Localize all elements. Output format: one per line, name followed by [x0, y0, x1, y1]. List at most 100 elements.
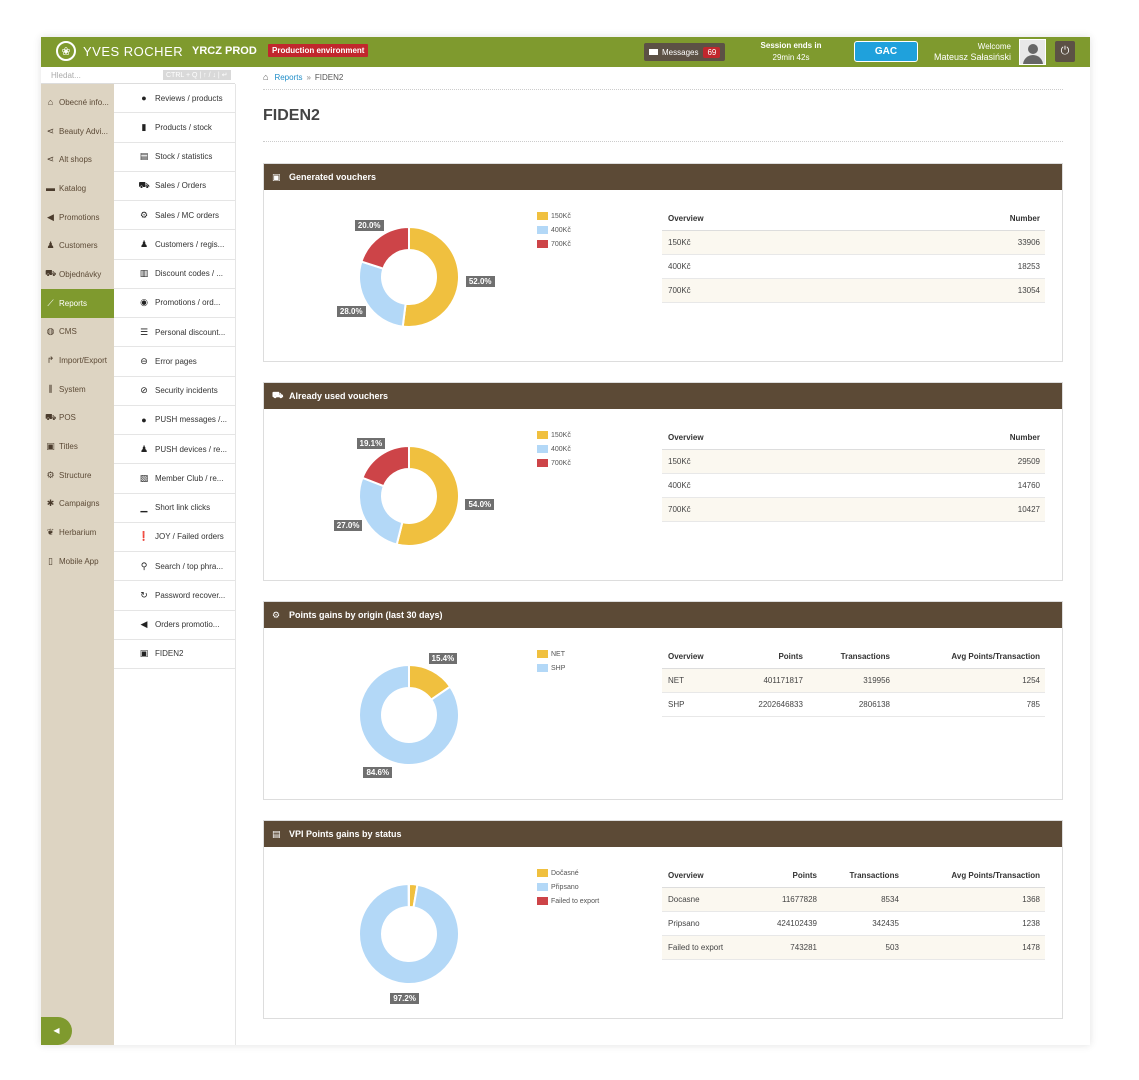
table-cell: 1368: [903, 887, 1045, 912]
submenu-item-push-devices-re[interactable]: ♟ PUSH devices / re...: [114, 435, 235, 465]
avatar[interactable]: [1019, 39, 1046, 65]
collapse-sidebar-button[interactable]: ◀: [41, 1017, 72, 1045]
home-icon[interactable]: ⌂: [263, 72, 269, 82]
exclamation-circle-icon: ❗: [138, 531, 150, 542]
list-icon: ☰: [139, 326, 149, 337]
legend-item[interactable]: NET: [537, 647, 565, 661]
sidebar-item-reports[interactable]: ⟋ Reports: [41, 288, 114, 318]
legend-item[interactable]: Připsano: [537, 880, 599, 894]
legend-item[interactable]: 150Kč: [537, 209, 571, 223]
submenu-item-reviews-products[interactable]: ● Reviews / products: [114, 84, 235, 114]
submenu-item-orders-promotio[interactable]: ◀ Orders promotio...: [114, 611, 235, 640]
submenu-item-stock-statistics[interactable]: ▤ Stock / statistics: [114, 143, 235, 172]
sidebar-item-obecn-info[interactable]: ⌂ Obecné info...: [41, 88, 114, 117]
slice-label: 97.2%: [389, 991, 420, 1005]
legend-item[interactable]: 150Kč: [537, 428, 571, 442]
column-header[interactable]: Overview: [662, 865, 755, 888]
panel-title: Already used vouchers: [289, 391, 389, 401]
submenu-item-error-pages[interactable]: ⊖ Error pages: [114, 347, 235, 377]
panel-title: Generated vouchers: [289, 172, 377, 182]
sidebar-item-customers[interactable]: ♟ Customers: [41, 231, 114, 260]
legend-item[interactable]: SHP: [537, 661, 565, 675]
submenu-item-password-recover[interactable]: ↻ Password recover...: [114, 581, 235, 611]
column-header[interactable]: Avg Points/Transaction: [903, 865, 1045, 888]
submenu-item-promotions-ord[interactable]: ◉ Promotions / ord...: [114, 289, 235, 318]
legend-item[interactable]: Dočasné: [537, 866, 599, 880]
legend-item[interactable]: 700Kč: [537, 456, 571, 470]
donut-slice[interactable]: [395, 444, 460, 547]
submenu-item-search-top-phra[interactable]: ⚲ Search / top phra...: [114, 552, 235, 582]
submenu-item-push-messages[interactable]: ● PUSH messages /...: [114, 406, 235, 435]
column-header[interactable]: Overview: [662, 646, 729, 669]
breadcrumb-link-reports[interactable]: Reports: [274, 72, 303, 82]
legend-label: 150Kč: [551, 431, 571, 439]
top-bar: ❀ YVES ROCHER YRCZ PROD Production envir…: [41, 37, 1090, 67]
panel-title: VPI Points gains by status: [289, 829, 402, 839]
donut-slice[interactable]: [358, 663, 460, 766]
sidebar-item-campaigns[interactable]: ✱ Campaigns: [41, 490, 114, 519]
search-input[interactable]: Hledat...: [51, 71, 81, 80]
column-header[interactable]: Transactions: [807, 646, 895, 669]
table-cell: 424102439: [754, 911, 822, 936]
submenu-item-member-club-re[interactable]: ▧ Member Club / re...: [114, 464, 235, 494]
column-header[interactable]: Points: [754, 865, 822, 888]
barcode-icon: ▥: [139, 268, 149, 279]
column-header[interactable]: Avg Points/Transaction: [895, 646, 1045, 669]
sidebar-item-structure[interactable]: ⚙ Structure: [41, 461, 114, 490]
sidebar-item-objedn-vky[interactable]: ⛟ Objednávky: [41, 260, 114, 289]
submenu-item-label: Sales / Orders: [155, 181, 207, 191]
column-header[interactable]: Overview: [662, 208, 870, 231]
legend-item[interactable]: Failed to export: [537, 894, 599, 908]
donut-slice[interactable]: [401, 225, 460, 328]
sidebar-item-beauty-advi[interactable]: ⋖ Beauty Advi...: [41, 117, 114, 146]
messages-button[interactable]: Messages 69: [644, 43, 726, 61]
column-header[interactable]: Number: [869, 208, 1045, 231]
donut-slice[interactable]: [358, 882, 460, 985]
gac-button[interactable]: GAC: [854, 41, 918, 62]
legend-item[interactable]: 400Kč: [537, 442, 571, 456]
legend-swatch: [537, 226, 548, 234]
legend-item[interactable]: 400Kč: [537, 223, 571, 237]
legend-item[interactable]: 700Kč: [537, 237, 571, 251]
breadcrumb: ⌂ Reports » FIDEN2: [263, 72, 343, 82]
submenu-item-products-stock[interactable]: ▮ Products / stock: [114, 113, 235, 143]
table-cell: SHP: [662, 692, 729, 717]
data-table: Overview Points Transactions Avg Points/Tra…: [662, 646, 1045, 717]
submenu-item-personal-discount[interactable]: ☰ Personal discount...: [114, 318, 235, 348]
sidebar-item-cms[interactable]: ◍ CMS: [41, 318, 114, 347]
user-name[interactable]: Mateusz Sałasiński: [933, 52, 1011, 62]
sidebar-item-promotions[interactable]: ◀ Promotions: [41, 203, 114, 232]
column-header[interactable]: Transactions: [822, 865, 904, 888]
submenu-item-sales-orders[interactable]: ⛟ Sales / Orders: [114, 172, 235, 201]
column-header[interactable]: Number: [869, 427, 1045, 450]
submenu-item-discount-codes[interactable]: ▥ Discount codes / ...: [114, 260, 235, 289]
column-header[interactable]: Points: [728, 646, 808, 669]
donut-slice[interactable]: [361, 444, 410, 488]
sidebar-item-titles[interactable]: ▣ Titles: [41, 432, 114, 461]
sidebar-item-alt-shops[interactable]: ⋖ Alt shops: [41, 145, 114, 174]
table-cell: 1238: [903, 911, 1045, 936]
submenu-item-security-incidents[interactable]: ⊘ Security incidents: [114, 377, 235, 406]
submenu-item-fiden2[interactable]: ▣ FIDEN2: [114, 639, 235, 669]
submenu-item-joy-failed-orders[interactable]: ❗ JOY / Failed orders: [114, 523, 235, 552]
sidebar-item-herbarium[interactable]: ❦ Herbarium: [41, 518, 114, 547]
ban-icon: ⊘: [140, 385, 148, 396]
sidebar-item-system[interactable]: ⫼ System: [41, 375, 114, 404]
column-header[interactable]: Overview: [662, 427, 870, 450]
sidebar-item-mobile-app[interactable]: ▯ Mobile App: [41, 547, 114, 576]
panel-header: ▤ VPI Points gains by status: [264, 821, 1062, 847]
donut-slice[interactable]: [360, 225, 410, 270]
id-card-icon: ▣: [139, 648, 149, 659]
power-icon[interactable]: ⏻: [1055, 41, 1075, 62]
donut-slice[interactable]: [358, 476, 404, 546]
sidebar-item-katalog[interactable]: ▬ Katalog: [41, 174, 114, 203]
brand-logo[interactable]: ❀ YVES ROCHER: [56, 41, 183, 61]
submenu-item-sales-mc-orders[interactable]: ⚙ Sales / MC orders: [114, 201, 235, 231]
breadcrumb-current: FIDEN2: [314, 72, 344, 82]
submenu-item-short-link-clicks[interactable]: ▁ Short link clicks: [114, 494, 235, 523]
sidebar-item-import-export[interactable]: ↱ Import/Export: [41, 346, 114, 375]
legend-swatch: [537, 883, 548, 891]
submenu-item-customers-regis[interactable]: ♟ Customers / regis...: [114, 230, 235, 260]
mobile-icon: ▯: [48, 555, 53, 566]
sidebar-item-pos[interactable]: ⛟ POS: [41, 404, 114, 433]
